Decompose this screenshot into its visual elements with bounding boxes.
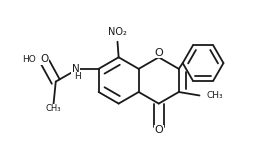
Text: O: O <box>40 54 48 64</box>
Text: CH₃: CH₃ <box>207 91 223 100</box>
Text: O: O <box>154 48 163 58</box>
Text: NO₂: NO₂ <box>108 27 127 37</box>
Text: CH₃: CH₃ <box>46 104 61 113</box>
Text: O: O <box>154 125 163 135</box>
Text: N: N <box>72 64 79 74</box>
Text: H: H <box>74 72 81 81</box>
Text: HO: HO <box>22 55 36 64</box>
